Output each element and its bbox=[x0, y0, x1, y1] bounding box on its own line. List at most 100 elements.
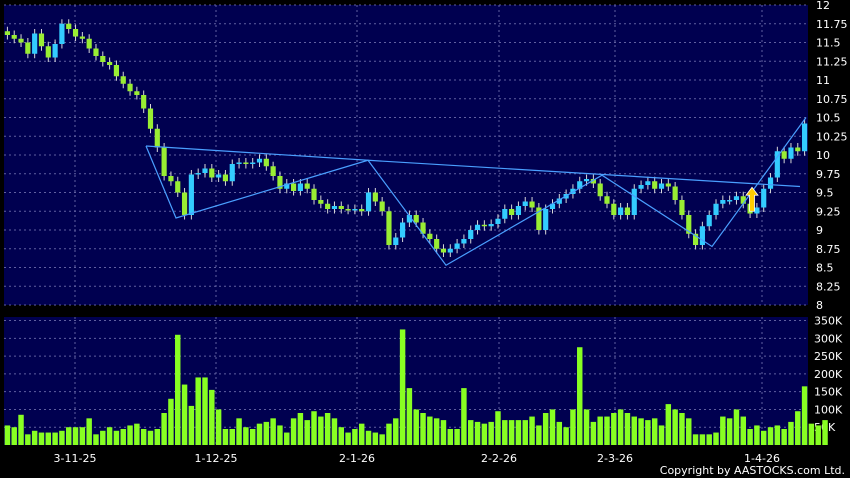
candle-down bbox=[672, 186, 678, 200]
volume-bar bbox=[631, 416, 637, 445]
candle-down bbox=[304, 183, 310, 189]
candle-down bbox=[4, 31, 10, 35]
candle-up bbox=[577, 181, 583, 189]
volume-bar bbox=[427, 416, 433, 445]
volume-bar bbox=[249, 429, 256, 445]
candle-down bbox=[604, 196, 610, 204]
volume-bar bbox=[706, 434, 712, 445]
volume-bar bbox=[590, 421, 597, 445]
candle-down bbox=[434, 239, 440, 249]
candle-up bbox=[32, 33, 38, 54]
volume-bar bbox=[365, 430, 372, 445]
candle-down bbox=[270, 166, 276, 176]
candle-down bbox=[134, 91, 140, 95]
price-tick-label: 8 bbox=[816, 299, 823, 312]
volume-bar bbox=[175, 334, 181, 445]
candle-down bbox=[72, 29, 79, 37]
price-tick-label: 9.5 bbox=[816, 187, 834, 200]
price-tick-label: 11.75 bbox=[816, 18, 848, 31]
volume-bar bbox=[318, 416, 324, 445]
volume-bar bbox=[345, 432, 351, 445]
price-tick-label: 10 bbox=[816, 149, 830, 162]
volume-bar bbox=[781, 429, 787, 445]
volume-bar bbox=[604, 416, 610, 445]
candle-down bbox=[372, 192, 378, 202]
candle-down bbox=[277, 176, 283, 189]
candle-up bbox=[331, 206, 338, 209]
candle-up bbox=[284, 183, 290, 189]
volume-bar bbox=[577, 347, 583, 445]
candle-down bbox=[338, 206, 344, 209]
volume-bar bbox=[617, 409, 624, 445]
volume-bar bbox=[290, 418, 297, 445]
candle-down bbox=[25, 42, 31, 54]
candle-up bbox=[802, 123, 808, 152]
candle-up bbox=[188, 174, 194, 215]
volume-bar bbox=[754, 425, 760, 445]
volume-bar bbox=[161, 413, 167, 445]
candle-up bbox=[59, 23, 65, 44]
volume-bar bbox=[733, 409, 740, 445]
candle-up bbox=[761, 188, 767, 208]
candle-down bbox=[38, 33, 45, 47]
trendline-pattern bbox=[145, 117, 807, 267]
candle-up bbox=[468, 230, 474, 239]
candle-up bbox=[754, 207, 760, 214]
candle-down bbox=[359, 209, 365, 212]
breakout-arrow-icon bbox=[745, 186, 759, 212]
volume-bar bbox=[4, 425, 11, 445]
candle-down bbox=[686, 215, 692, 234]
volume-bar bbox=[822, 420, 828, 445]
price-tick-label: 11 bbox=[816, 74, 830, 87]
volume-bar bbox=[447, 429, 454, 445]
candle-up bbox=[461, 239, 467, 244]
volume-bar bbox=[801, 386, 808, 445]
volume-bar bbox=[406, 388, 413, 445]
volume-bar bbox=[277, 425, 283, 445]
volume-tick-label: 250K bbox=[814, 350, 843, 363]
volume-bar bbox=[563, 427, 569, 445]
volume-bar bbox=[515, 420, 522, 445]
candle-up bbox=[515, 206, 522, 215]
candle-up bbox=[720, 200, 726, 204]
candle-up bbox=[488, 224, 494, 227]
date-tick-label: 1-4-26 bbox=[744, 452, 780, 465]
candle-down bbox=[147, 108, 154, 129]
volume-bar bbox=[556, 421, 563, 445]
volume-bar bbox=[583, 409, 590, 445]
price-tick-label: 9 bbox=[816, 224, 823, 237]
volume-bar bbox=[522, 420, 528, 445]
volume-bar bbox=[815, 425, 821, 445]
candle-up bbox=[631, 188, 637, 215]
volume-bar bbox=[195, 377, 201, 445]
price-tick-label: 11.5 bbox=[816, 37, 841, 50]
volume-tick-label: 200K bbox=[814, 368, 843, 381]
volume-bar bbox=[284, 432, 290, 445]
volume-bar bbox=[181, 384, 188, 445]
candle-down bbox=[11, 35, 17, 39]
candle-up bbox=[406, 215, 412, 223]
volume-bar bbox=[215, 409, 222, 445]
price-tick-label: 8.75 bbox=[816, 243, 841, 256]
price-tick-label: 9.75 bbox=[816, 168, 841, 181]
volume-bar bbox=[651, 418, 658, 445]
volume-bar bbox=[304, 420, 310, 445]
candle-down bbox=[45, 46, 51, 58]
candle-down bbox=[597, 183, 603, 197]
volume-bar bbox=[352, 429, 358, 445]
price-tick-label: 10.75 bbox=[816, 93, 848, 106]
candle-down bbox=[263, 158, 269, 167]
candle-down bbox=[79, 36, 85, 39]
candle-up bbox=[474, 224, 481, 230]
volume-bar bbox=[202, 377, 208, 445]
volume-bar bbox=[740, 416, 746, 445]
price-tick-label: 8.25 bbox=[816, 280, 841, 293]
volume-bar bbox=[379, 434, 385, 445]
volume-bar bbox=[52, 432, 58, 445]
candle-down bbox=[624, 207, 631, 215]
volume-bar bbox=[638, 418, 644, 445]
volume-bar bbox=[672, 409, 678, 445]
candle-down bbox=[679, 200, 685, 215]
volume-bar bbox=[243, 427, 249, 445]
candle-down bbox=[100, 56, 106, 62]
